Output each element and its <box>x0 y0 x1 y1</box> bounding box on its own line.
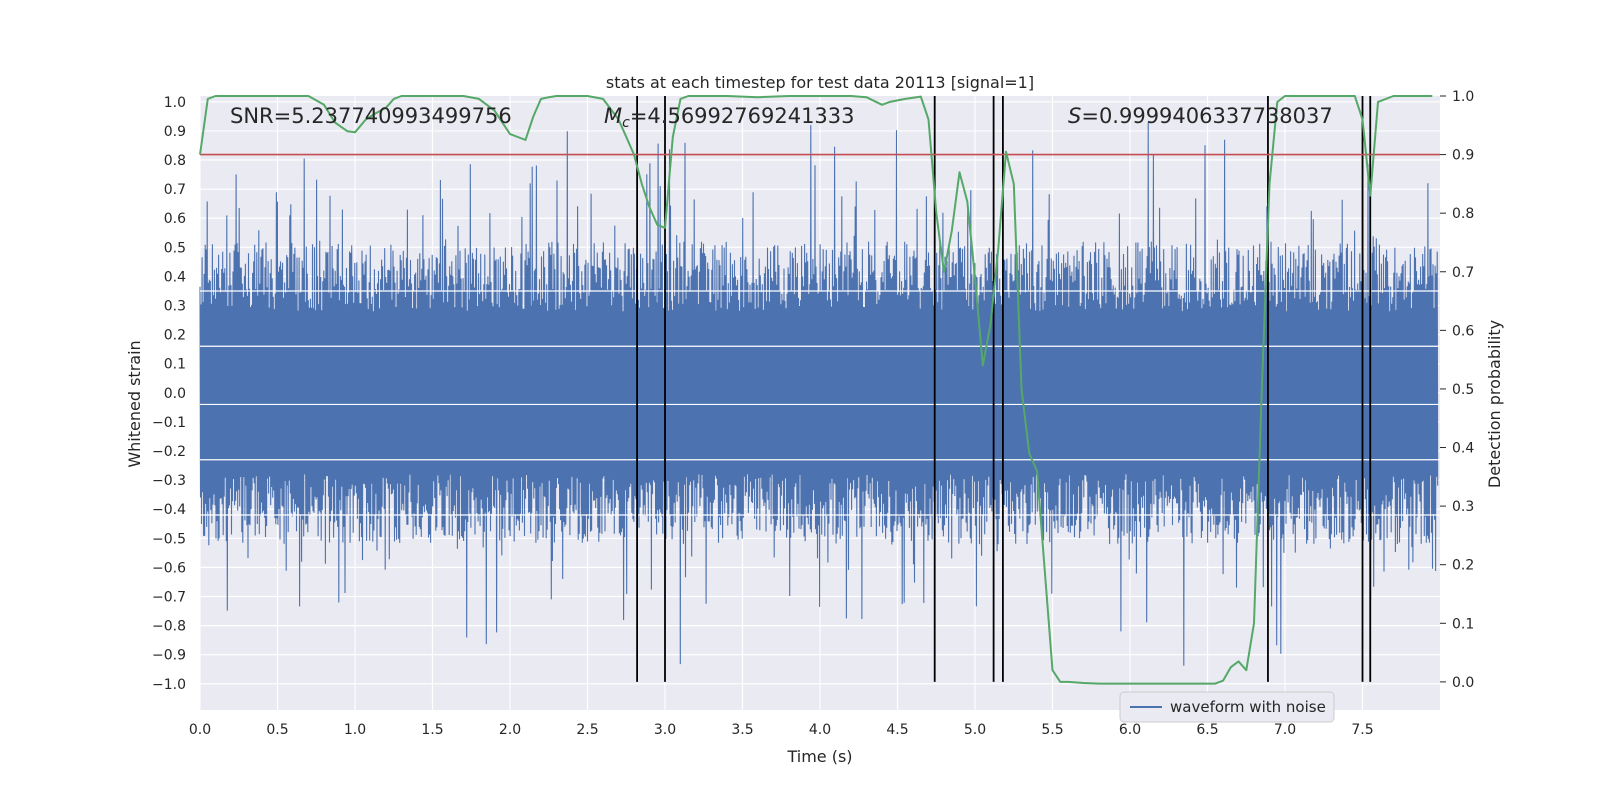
axis-tick-labels: 0.0 0.5 1.0 1.5 2.0 2.5 3.0 3.5 4.0 4.5 5.0 5.5 6.0 6… <box>152 89 1474 738</box>
y2-tick-label: 0.0 <box>1452 675 1474 691</box>
x-tick-label: 3.5 <box>731 722 753 738</box>
x-tick-label: 5.5 <box>1041 722 1063 738</box>
y-tick-label: 0.6 <box>164 211 186 227</box>
probability-layer <box>199 95 1433 685</box>
y2-tick-label: 0.8 <box>1452 206 1474 222</box>
y2-axis-label: Detection probability <box>1485 320 1504 488</box>
x-tick-label: 4.0 <box>809 722 831 738</box>
s-value: =0.9999406337738037 <box>1081 104 1332 128</box>
y2-tick-label: 0.9 <box>1452 148 1474 164</box>
x-tick-label: 0.0 <box>189 722 211 738</box>
y-tick-label: −0.5 <box>152 531 186 547</box>
y2-tick-label: 0.3 <box>1452 499 1474 515</box>
x-tick-label: 7.5 <box>1351 722 1373 738</box>
x-tick-label: 1.5 <box>421 722 443 738</box>
y-tick-label: 0.8 <box>164 153 186 169</box>
x-tick-label: 6.5 <box>1196 722 1218 738</box>
y-tick-label: 0.4 <box>164 269 186 285</box>
waveform-layer <box>199 122 1439 666</box>
y-tick-label: −0.1 <box>152 415 186 431</box>
x-tick-label: 0.5 <box>266 722 288 738</box>
waveform-white-lines <box>200 290 1440 516</box>
y2-tick-label: 0.4 <box>1452 441 1474 457</box>
x-tick-label: 4.5 <box>886 722 908 738</box>
chirp-mass-symbol: M <box>604 104 622 128</box>
y-tick-label: 0.2 <box>164 328 186 344</box>
chirp-mass-annotation: Mc=4.56992769241333 <box>604 104 855 131</box>
y-tick-label: 1.0 <box>164 95 186 111</box>
y2-tick-label: 0.7 <box>1452 265 1474 281</box>
x-tick-label: 2.5 <box>576 722 598 738</box>
s-annotation: S=0.9999406337738037 <box>1068 104 1333 128</box>
y-tick-label: −0.6 <box>152 560 186 576</box>
chart-title: stats at each timestep for test data 201… <box>606 73 1034 92</box>
chirp-mass-subscript: c <box>622 115 630 131</box>
y2-tick-label: 0.2 <box>1452 558 1474 574</box>
x-tick-label: 1.0 <box>344 722 366 738</box>
y-tick-label: 0.1 <box>164 357 186 373</box>
y-tick-label: 0.7 <box>164 182 186 198</box>
y-tick-label: 0.9 <box>164 124 186 140</box>
y2-tick-label: 1.0 <box>1452 89 1474 105</box>
y-tick-label: −0.8 <box>152 619 186 635</box>
y-tick-label: −0.3 <box>152 473 186 489</box>
y-axis-label: Whitened strain <box>125 340 144 467</box>
s-symbol: S <box>1068 104 1081 128</box>
series-waveform-with-noise <box>199 122 1439 666</box>
y-tick-label: 0.0 <box>164 386 186 402</box>
y-tick-label: −1.0 <box>152 677 186 693</box>
y-tick-label: 0.3 <box>164 299 186 315</box>
legend-box <box>1119 691 1335 723</box>
x-tick-label: 6.0 <box>1119 722 1141 738</box>
x-tick-label: 3.0 <box>654 722 676 738</box>
legend: waveform with noise <box>1119 691 1335 723</box>
chirp-mass-value: =4.56992769241333 <box>630 104 855 128</box>
y2-tick-label: 0.6 <box>1452 323 1474 339</box>
x-tick-label: 5.0 <box>964 722 986 738</box>
y2-tick-label: 0.1 <box>1452 616 1474 632</box>
x-tick-label: 2.0 <box>499 722 521 738</box>
y2-tick-label: 0.5 <box>1452 382 1474 398</box>
y-tick-label: −0.7 <box>152 590 186 606</box>
y-tick-label: 0.5 <box>164 240 186 256</box>
y-tick-label: −0.2 <box>152 444 186 460</box>
x-tick-label: 7.0 <box>1274 722 1296 738</box>
legend-label-waveform: waveform with noise <box>1170 698 1326 716</box>
y-tick-label: −0.9 <box>152 648 186 664</box>
x-axis-label: Time (s) <box>786 747 852 766</box>
series-detection-probability <box>199 95 1433 685</box>
y-tick-label: −0.4 <box>152 502 186 518</box>
snr-annotation: SNR=5.237740993499756 <box>230 104 512 128</box>
